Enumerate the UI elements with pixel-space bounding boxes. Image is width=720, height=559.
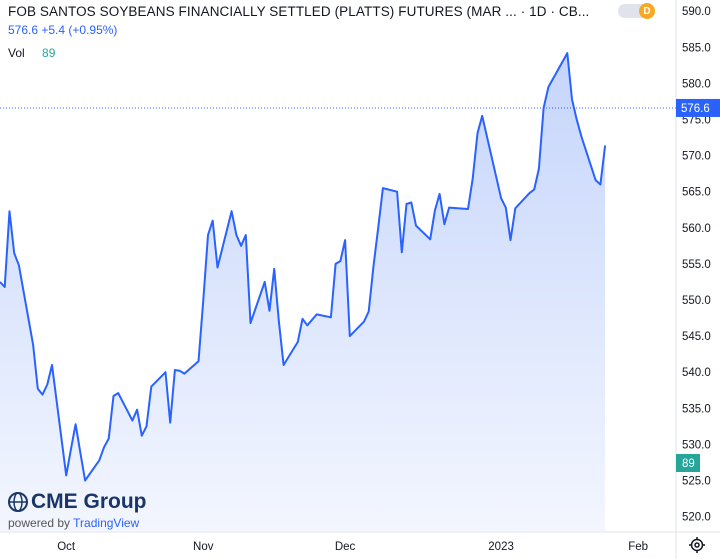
volume-tag — [676, 454, 700, 472]
delay-toggle[interactable]: D — [618, 3, 655, 19]
y-tick-label: 590.0 — [682, 6, 711, 18]
delay-badge: D — [639, 3, 655, 19]
cme-brand-text: CME Group — [31, 490, 147, 513]
y-tick-label: 520.0 — [682, 512, 711, 524]
x-tick-label: 2023 — [488, 541, 514, 553]
y-tick-label: 540.0 — [682, 367, 711, 379]
settings-gear-icon[interactable] — [688, 536, 706, 554]
y-tick-label: 555.0 — [682, 259, 711, 271]
y-tick-label: 565.0 — [682, 187, 711, 199]
y-tick-label: 560.0 — [682, 223, 711, 235]
y-tick-label: 550.0 — [682, 295, 711, 307]
last-price-tag — [676, 98, 720, 117]
x-tick-label: Feb — [628, 541, 648, 553]
cme-logo[interactable]: CME Group powered by TradingView — [8, 490, 147, 530]
y-tick-label: 530.0 — [682, 439, 711, 451]
y-tick-label: 525.0 — [682, 475, 711, 487]
volume-legend: Vol 89 — [8, 46, 55, 60]
y-tick-label: 580.0 — [682, 78, 711, 90]
volume-tag-label: 89 — [682, 458, 695, 470]
x-tick-label: Oct — [57, 541, 76, 553]
y-tick-label: 545.0 — [682, 331, 711, 343]
y-tick-label: 535.0 — [682, 403, 711, 415]
chart-title: FOB SANTOS SOYBEANS FINANCIALLY SETTLED … — [8, 4, 590, 19]
price-change-line: 576.6 +5.4 (+0.95%) — [8, 23, 118, 37]
powered-by-label: powered by — [8, 516, 71, 530]
tradingview-link[interactable]: TradingView — [73, 516, 140, 530]
y-tick-label: 570.0 — [682, 151, 711, 163]
price-area-fill — [0, 53, 606, 531]
cme-globe-icon — [8, 492, 28, 512]
x-tick-label: Dec — [335, 541, 356, 553]
y-tick-label: 575.0 — [682, 115, 711, 127]
powered-by: powered by TradingView — [8, 516, 147, 530]
y-tick-label: 585.0 — [682, 42, 711, 54]
price-line — [0, 52, 607, 482]
x-tick-label: Nov — [193, 541, 214, 553]
volume-value: 89 — [42, 46, 56, 60]
axis-tags: 576.6 89 — [676, 98, 720, 472]
last-price-tag-label: 576.6 — [681, 103, 710, 115]
volume-label: Vol — [8, 46, 25, 60]
